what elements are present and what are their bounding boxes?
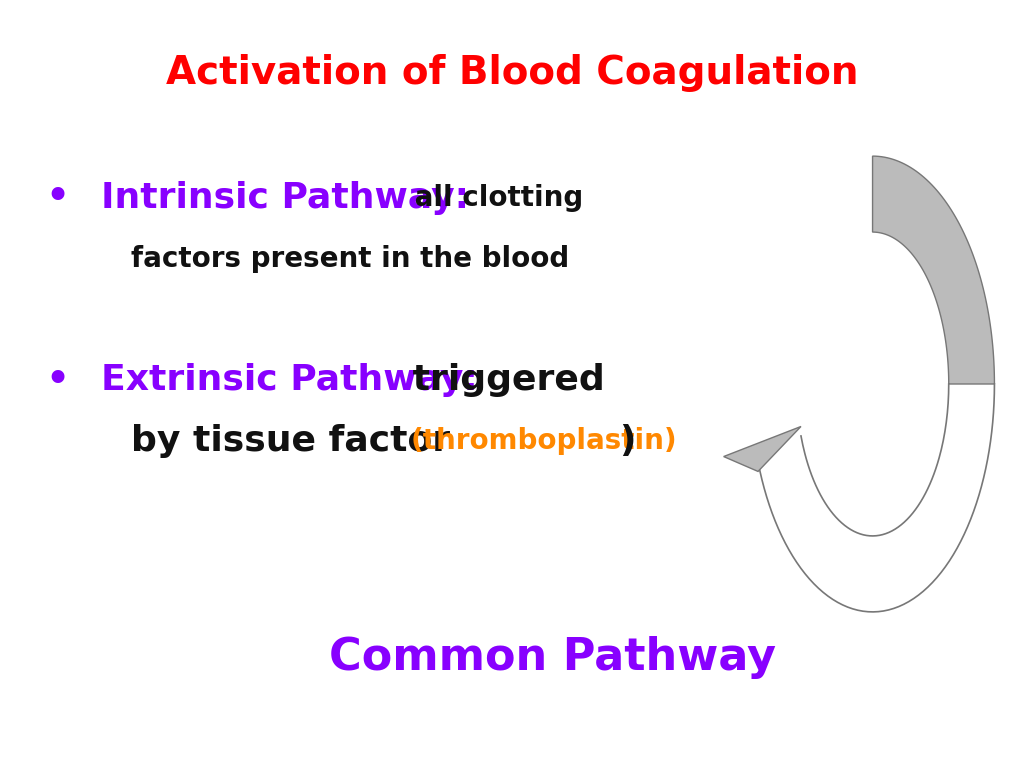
- Text: Extrinsic Pathway:: Extrinsic Pathway:: [100, 363, 477, 397]
- Text: factors present in the blood: factors present in the blood: [131, 245, 569, 273]
- Text: ): ): [618, 424, 635, 458]
- Text: Activation of Blood Coagulation: Activation of Blood Coagulation: [166, 54, 858, 91]
- Text: by tissue factor: by tissue factor: [131, 424, 463, 458]
- Polygon shape: [872, 156, 994, 384]
- Polygon shape: [724, 426, 801, 472]
- Text: (thromboplastin): (thromboplastin): [411, 427, 677, 455]
- Text: triggered: triggered: [400, 363, 605, 397]
- Text: •: •: [45, 359, 71, 402]
- Text: Intrinsic Pathway:: Intrinsic Pathway:: [100, 181, 469, 215]
- Text: •: •: [45, 177, 71, 220]
- Text: all clotting: all clotting: [406, 184, 584, 212]
- Text: Common Pathway: Common Pathway: [329, 636, 776, 679]
